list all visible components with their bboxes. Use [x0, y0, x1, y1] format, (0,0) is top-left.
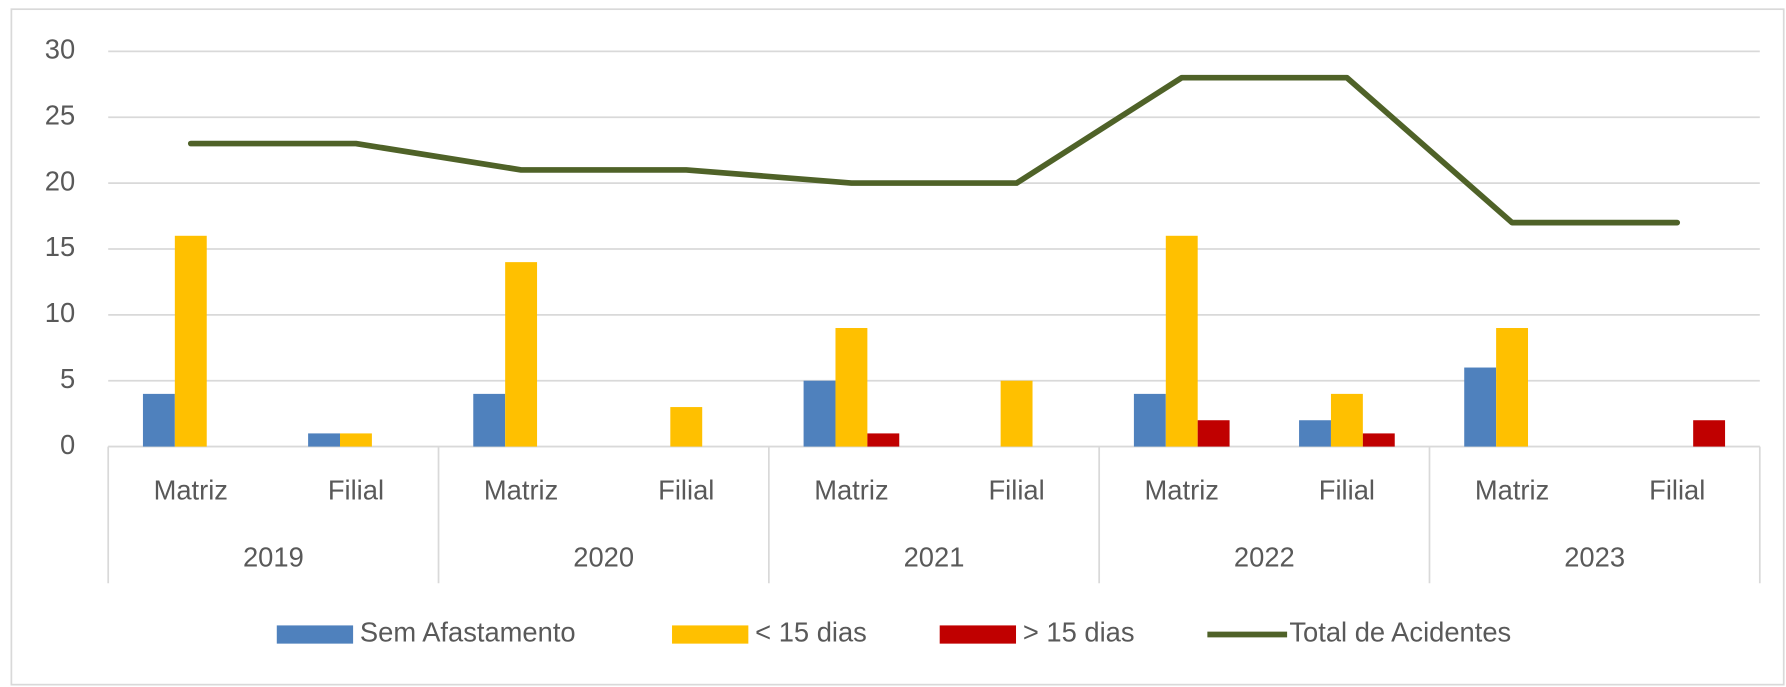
group-label: 2020: [573, 542, 634, 573]
y-tick-label: 20: [45, 165, 75, 196]
x-tick-label: Filial: [988, 474, 1044, 505]
y-tick-label: 10: [45, 297, 75, 328]
y-tick-label: 30: [45, 34, 75, 65]
group-label: 2021: [904, 542, 965, 573]
x-tick-label: Filial: [1649, 474, 1705, 505]
chart-border: [10, 8, 1785, 686]
legend-label: Total de Acidentes: [1289, 617, 1511, 648]
line-series: [187, 74, 1681, 226]
legend-swatch: [276, 625, 354, 644]
legend-label: Sem Afastamento: [360, 617, 576, 648]
group-label: 2023: [1564, 542, 1625, 573]
group-label: 2022: [1234, 542, 1295, 573]
legend-swatch: [672, 625, 749, 644]
x-tick-label: Matriz: [1475, 474, 1549, 505]
x-tick-label: Matriz: [814, 474, 888, 505]
x-tick-label: Filial: [1319, 474, 1375, 505]
bar: [1000, 380, 1033, 447]
bar: [1464, 367, 1497, 447]
bar: [1133, 393, 1166, 447]
x-tick-label: Matriz: [1145, 474, 1219, 505]
bar: [1299, 420, 1331, 447]
bar: [505, 262, 538, 447]
bar: [670, 407, 703, 447]
bar: [1496, 328, 1529, 447]
bar: [803, 380, 836, 447]
x-tick-label: Matriz: [154, 474, 228, 505]
bar: [867, 433, 900, 447]
bar: [1693, 420, 1726, 447]
bar: [1197, 420, 1230, 447]
group-label: 2019: [243, 542, 304, 573]
x-tick-label: Filial: [658, 474, 714, 505]
x-tick-label: Matriz: [484, 474, 558, 505]
legend-label: > 15 dias: [1023, 617, 1135, 648]
bar: [308, 433, 341, 447]
bar: [835, 328, 868, 447]
legend-label: < 15 dias: [755, 617, 867, 648]
bar: [174, 235, 207, 447]
y-tick-label: 25: [45, 99, 75, 130]
y-tick-label: 15: [45, 231, 75, 262]
y-tick-label: 0: [60, 429, 75, 460]
bar: [1362, 433, 1395, 447]
bar: [340, 433, 372, 447]
bar: [142, 393, 175, 447]
bar: [473, 393, 506, 447]
legend-swatch: [939, 625, 1017, 644]
x-tick-label: Filial: [328, 474, 384, 505]
y-tick-label: 5: [60, 363, 75, 394]
bar: [1165, 235, 1198, 447]
bar: [1330, 393, 1363, 447]
